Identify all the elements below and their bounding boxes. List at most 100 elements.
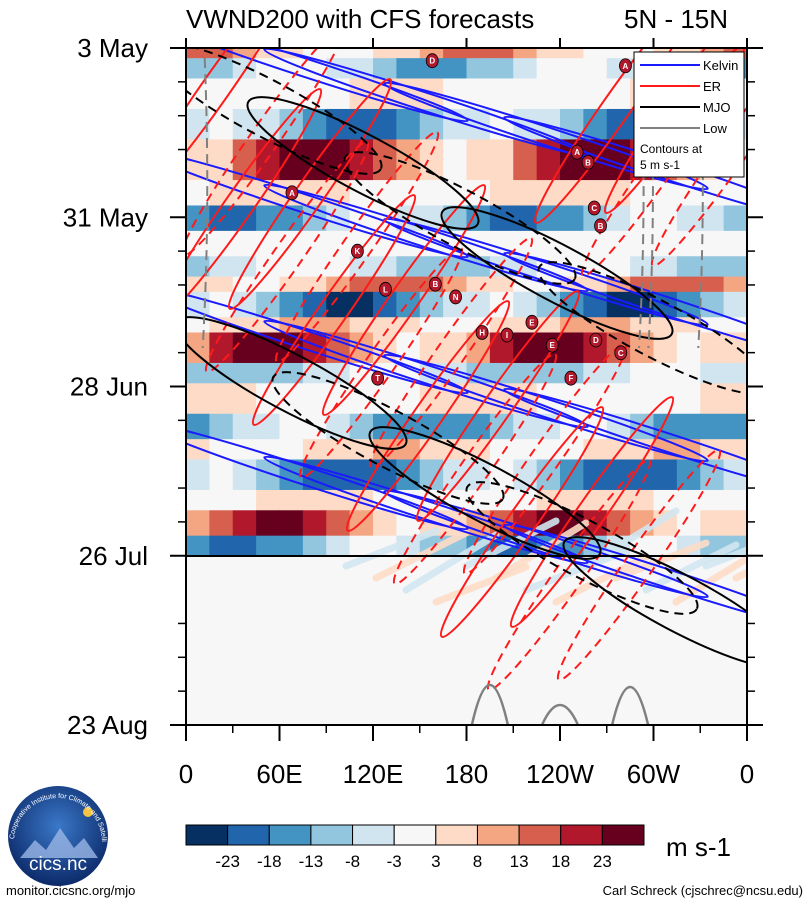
shading-cell — [326, 230, 351, 257]
shading-cell — [653, 230, 678, 257]
wave-label-letter: I — [506, 331, 508, 340]
shading-cell — [676, 489, 701, 511]
shading-cell — [232, 535, 257, 555]
x-tick-label: 180 — [445, 759, 488, 789]
shading-cell — [606, 48, 631, 59]
shading-cell — [349, 276, 374, 293]
shading-cell — [186, 459, 210, 491]
shading-cell — [513, 180, 538, 206]
shading-cell — [256, 439, 280, 460]
shading-cell — [653, 205, 678, 232]
shading-cell — [466, 108, 491, 140]
shading-cell — [513, 58, 538, 79]
er-contour — [439, 406, 605, 638]
colorbar-swatch — [393, 824, 437, 846]
shading-cell — [536, 205, 561, 232]
shading-cell — [326, 48, 351, 59]
shading-cell — [536, 48, 561, 59]
wave-label-marker — [570, 144, 584, 160]
kelvin-contour — [186, 48, 469, 123]
shading-cell — [583, 439, 608, 460]
shading-cell — [583, 78, 608, 110]
legend-low-label: Low — [703, 121, 727, 136]
shading-cell — [630, 489, 654, 511]
shading-cell — [256, 535, 280, 555]
shading-cell — [513, 230, 538, 257]
shading-cell — [606, 108, 631, 140]
colorbar-swatch — [476, 824, 520, 846]
kelvin-contour — [263, 183, 589, 293]
x-tick-label: 60E — [256, 759, 302, 789]
wave-label-marker — [614, 345, 628, 361]
wave-label: E — [545, 337, 559, 353]
shading-cell — [583, 489, 608, 511]
wave-label-marker — [475, 325, 489, 340]
kelvin-contour — [186, 285, 469, 395]
shading-cell — [630, 362, 654, 384]
shading-cell — [186, 205, 210, 232]
shading-cell — [723, 489, 747, 511]
wave-label-marker — [449, 289, 462, 305]
shading-cell — [209, 108, 234, 140]
wave-label-letter: B — [585, 158, 591, 167]
shading-cell — [653, 276, 678, 293]
shading-cell — [396, 48, 421, 59]
shading-cell — [209, 256, 234, 278]
shading-cell — [653, 535, 678, 555]
x-tick-label: 0 — [179, 759, 193, 789]
wave-label: I — [500, 327, 514, 343]
shading-cell — [489, 180, 514, 206]
low-contour-forecast — [540, 703, 580, 725]
shading-cell — [630, 459, 654, 491]
wave-label: L — [379, 281, 392, 297]
chart-title: VWND200 with CFS forecasts 5N - 15N — [186, 4, 728, 35]
shading-cell — [700, 332, 725, 364]
shading-cell — [676, 256, 701, 278]
shading-cell — [536, 230, 561, 257]
mjo-contour — [246, 96, 480, 230]
shading-cell — [186, 332, 210, 364]
wave-label-letter: D — [593, 336, 599, 345]
shading-cell — [256, 413, 280, 440]
shading-cell — [560, 48, 584, 59]
shading-cell — [419, 332, 444, 364]
shading-cell — [209, 48, 234, 59]
wave-label-letter: N — [453, 293, 459, 302]
shading-cell — [419, 413, 444, 440]
shading-cell — [606, 489, 631, 511]
shading-cell — [373, 459, 397, 491]
kelvin-contour — [186, 149, 469, 259]
forecast-shading-streak — [492, 519, 590, 582]
shading-cell — [560, 256, 584, 278]
shading-cell — [302, 383, 327, 415]
shading-cell — [373, 256, 397, 278]
shading-cell — [256, 489, 280, 511]
shading-cell — [279, 205, 304, 232]
y-tick-label: 28 Jun — [70, 372, 148, 402]
shading-cell — [513, 48, 538, 59]
x-axis: 0 60E 120E 180 120W 60W 0 — [179, 38, 754, 789]
logo-text: cics.nc — [29, 854, 87, 875]
shading-cell — [606, 78, 631, 110]
mjo-contour — [368, 426, 602, 560]
shading-cell — [209, 459, 234, 491]
shading-cell — [209, 535, 234, 555]
latitude-band: 5N - 15N — [624, 4, 729, 34]
shading-cell — [232, 291, 257, 318]
wave-label-letter: L — [383, 285, 388, 294]
wave-label: E — [525, 314, 539, 330]
shading-cell — [513, 276, 538, 293]
shading-cell — [630, 383, 654, 415]
shading-cell — [232, 332, 257, 364]
colorbar-swatch — [352, 824, 395, 846]
shading-cell — [232, 58, 257, 79]
shading-cell — [279, 139, 304, 181]
shading-cell — [396, 317, 421, 333]
x-tick-label: 120W — [526, 759, 594, 789]
colorbar-label: 18 — [551, 852, 570, 871]
shading-cell — [419, 317, 444, 333]
low-contour-forecast — [470, 683, 510, 725]
kelvin-contour — [263, 319, 589, 429]
shading-cell — [373, 510, 397, 537]
shading-cell — [186, 108, 210, 140]
